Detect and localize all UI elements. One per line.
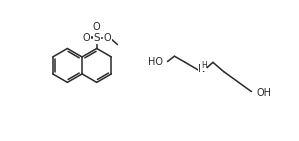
Text: HO: HO — [148, 57, 163, 67]
Text: OH: OH — [257, 88, 272, 98]
Text: O: O — [82, 33, 90, 43]
Text: O: O — [104, 33, 111, 43]
Text: N: N — [199, 63, 206, 73]
Text: H: H — [201, 61, 207, 70]
Text: S: S — [93, 33, 100, 43]
Text: O: O — [93, 22, 100, 32]
